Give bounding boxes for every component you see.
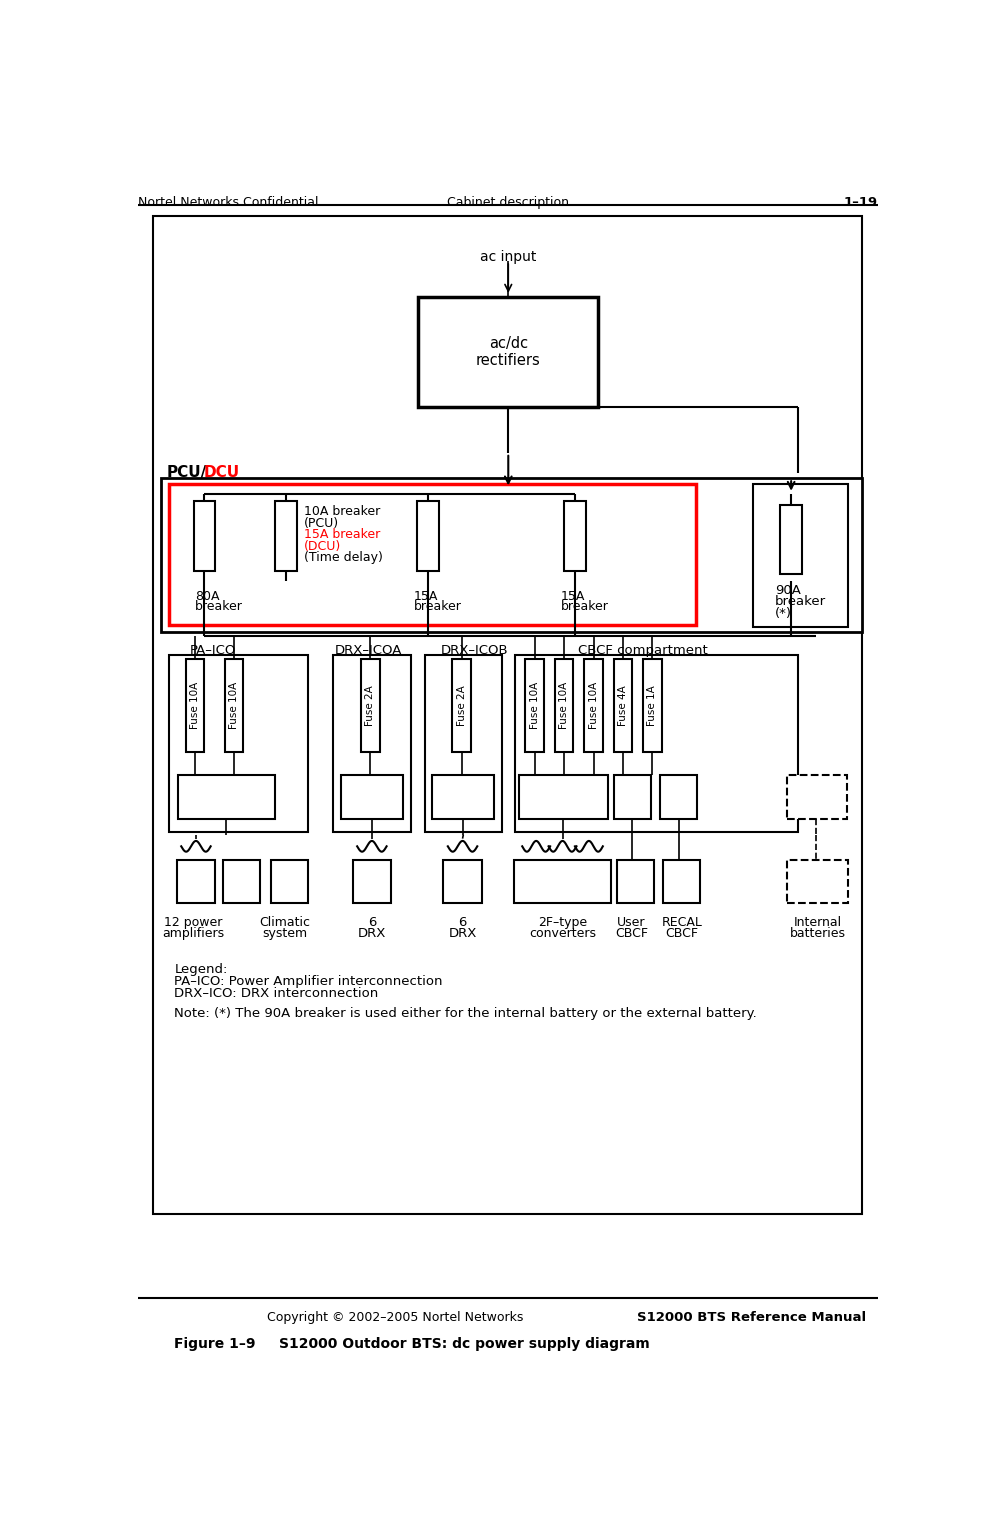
Bar <box>225 659 243 751</box>
Text: Fuse 10A: Fuse 10A <box>229 682 239 729</box>
Text: S12000 Outdoor BTS: dc power supply diagram: S12000 Outdoor BTS: dc power supply diag… <box>278 1336 650 1351</box>
Bar <box>333 656 410 832</box>
Text: 1–19: 1–19 <box>843 195 878 209</box>
Text: rectifiers: rectifiers <box>476 353 541 368</box>
Text: (Time delay): (Time delay) <box>303 551 383 565</box>
Text: 12 power: 12 power <box>165 917 223 929</box>
Bar <box>514 861 611 903</box>
Bar <box>613 774 651 820</box>
Text: Fuse 4A: Fuse 4A <box>618 685 628 726</box>
Text: CBCF: CBCF <box>615 927 648 941</box>
Text: DRX: DRX <box>448 927 477 941</box>
Bar <box>432 774 495 820</box>
Text: Note: (*) The 90A breaker is used either for the internal battery or the externa: Note: (*) The 90A breaker is used either… <box>174 1007 757 1020</box>
Text: (PCU): (PCU) <box>303 517 339 530</box>
Text: breaker: breaker <box>195 600 243 614</box>
Bar <box>453 659 471 751</box>
Text: PA–ICO: PA–ICO <box>190 644 236 658</box>
Text: Nortel Networks Confidential: Nortel Networks Confidential <box>138 195 318 209</box>
Text: RECAL: RECAL <box>661 917 703 929</box>
Text: DRX: DRX <box>358 927 386 941</box>
Text: 15A breaker: 15A breaker <box>303 529 380 541</box>
Bar <box>223 861 261 903</box>
Text: (DCU): (DCU) <box>303 539 341 553</box>
Text: DRX–ICOB: DRX–ICOB <box>441 644 508 658</box>
Text: Figure 1–9: Figure 1–9 <box>174 1336 256 1351</box>
Text: ac/dc: ac/dc <box>489 336 528 351</box>
Text: batteries: batteries <box>790 927 845 941</box>
Bar <box>519 774 608 820</box>
Bar <box>616 861 654 903</box>
Text: 2F–type: 2F–type <box>538 917 587 929</box>
Bar <box>361 659 380 751</box>
Text: DRX–ICOA: DRX–ICOA <box>335 644 402 658</box>
Bar <box>564 501 586 571</box>
Bar <box>176 861 215 903</box>
Bar <box>555 659 574 751</box>
Bar <box>613 659 632 751</box>
Text: system: system <box>263 927 307 941</box>
Text: 10A breaker: 10A breaker <box>303 504 380 518</box>
Text: DRX–ICO: DRX interconnection: DRX–ICO: DRX interconnection <box>174 988 379 1000</box>
Text: Fuse 10A: Fuse 10A <box>190 682 200 729</box>
Text: breaker: breaker <box>775 595 826 609</box>
Text: Legend:: Legend: <box>174 962 228 976</box>
Text: 90A: 90A <box>775 583 801 597</box>
Text: Fuse 2A: Fuse 2A <box>366 685 376 726</box>
Bar <box>178 774 275 820</box>
Bar <box>424 656 502 832</box>
Bar <box>780 504 802 574</box>
Bar <box>193 501 215 571</box>
Text: CBCF compartment: CBCF compartment <box>579 644 708 658</box>
Text: Fuse 2A: Fuse 2A <box>457 685 467 726</box>
Bar <box>417 501 439 571</box>
Bar <box>787 861 847 903</box>
Text: Fuse 1A: Fuse 1A <box>647 685 657 726</box>
Text: Fuse 10A: Fuse 10A <box>529 682 540 729</box>
Bar <box>418 297 599 406</box>
Text: Internal: Internal <box>794 917 841 929</box>
Bar <box>272 861 308 903</box>
Bar <box>787 774 847 820</box>
Text: amplifiers: amplifiers <box>163 927 225 941</box>
Bar <box>660 774 698 820</box>
Bar <box>443 861 482 903</box>
Bar <box>663 861 700 903</box>
Text: breaker: breaker <box>561 600 608 614</box>
Bar <box>168 656 308 832</box>
Bar <box>162 479 862 632</box>
Text: DCU: DCU <box>204 465 240 480</box>
Bar <box>585 659 603 751</box>
Text: Fuse 10A: Fuse 10A <box>589 682 599 729</box>
Bar <box>168 485 696 624</box>
Bar <box>186 659 204 751</box>
Text: PCU/: PCU/ <box>166 465 207 480</box>
Text: 15A: 15A <box>413 589 438 603</box>
Text: S12000 BTS Reference Manual: S12000 BTS Reference Manual <box>637 1310 866 1324</box>
Text: 80A: 80A <box>195 589 220 603</box>
Bar <box>341 774 403 820</box>
Text: (*): (*) <box>775 608 792 620</box>
Text: Fuse 10A: Fuse 10A <box>559 682 569 729</box>
Bar <box>525 659 544 751</box>
Text: User: User <box>617 917 646 929</box>
Bar <box>154 217 862 1214</box>
Text: PA–ICO: Power Amplifier interconnection: PA–ICO: Power Amplifier interconnection <box>174 974 443 988</box>
Text: 6: 6 <box>459 917 467 929</box>
Text: ac input: ac input <box>480 250 536 264</box>
Text: breaker: breaker <box>413 600 462 614</box>
Text: 6: 6 <box>368 917 376 929</box>
Bar <box>515 656 798 832</box>
Bar <box>275 501 296 571</box>
Bar <box>753 485 847 627</box>
Bar <box>353 861 391 903</box>
Text: CBCF: CBCF <box>665 927 699 941</box>
Text: Climatic: Climatic <box>260 917 310 929</box>
Text: converters: converters <box>529 927 596 941</box>
Text: Cabinet description: Cabinet description <box>447 195 569 209</box>
Bar <box>643 659 662 751</box>
Text: Copyright © 2002–2005 Nortel Networks: Copyright © 2002–2005 Nortel Networks <box>267 1310 523 1324</box>
Text: 15A: 15A <box>561 589 586 603</box>
